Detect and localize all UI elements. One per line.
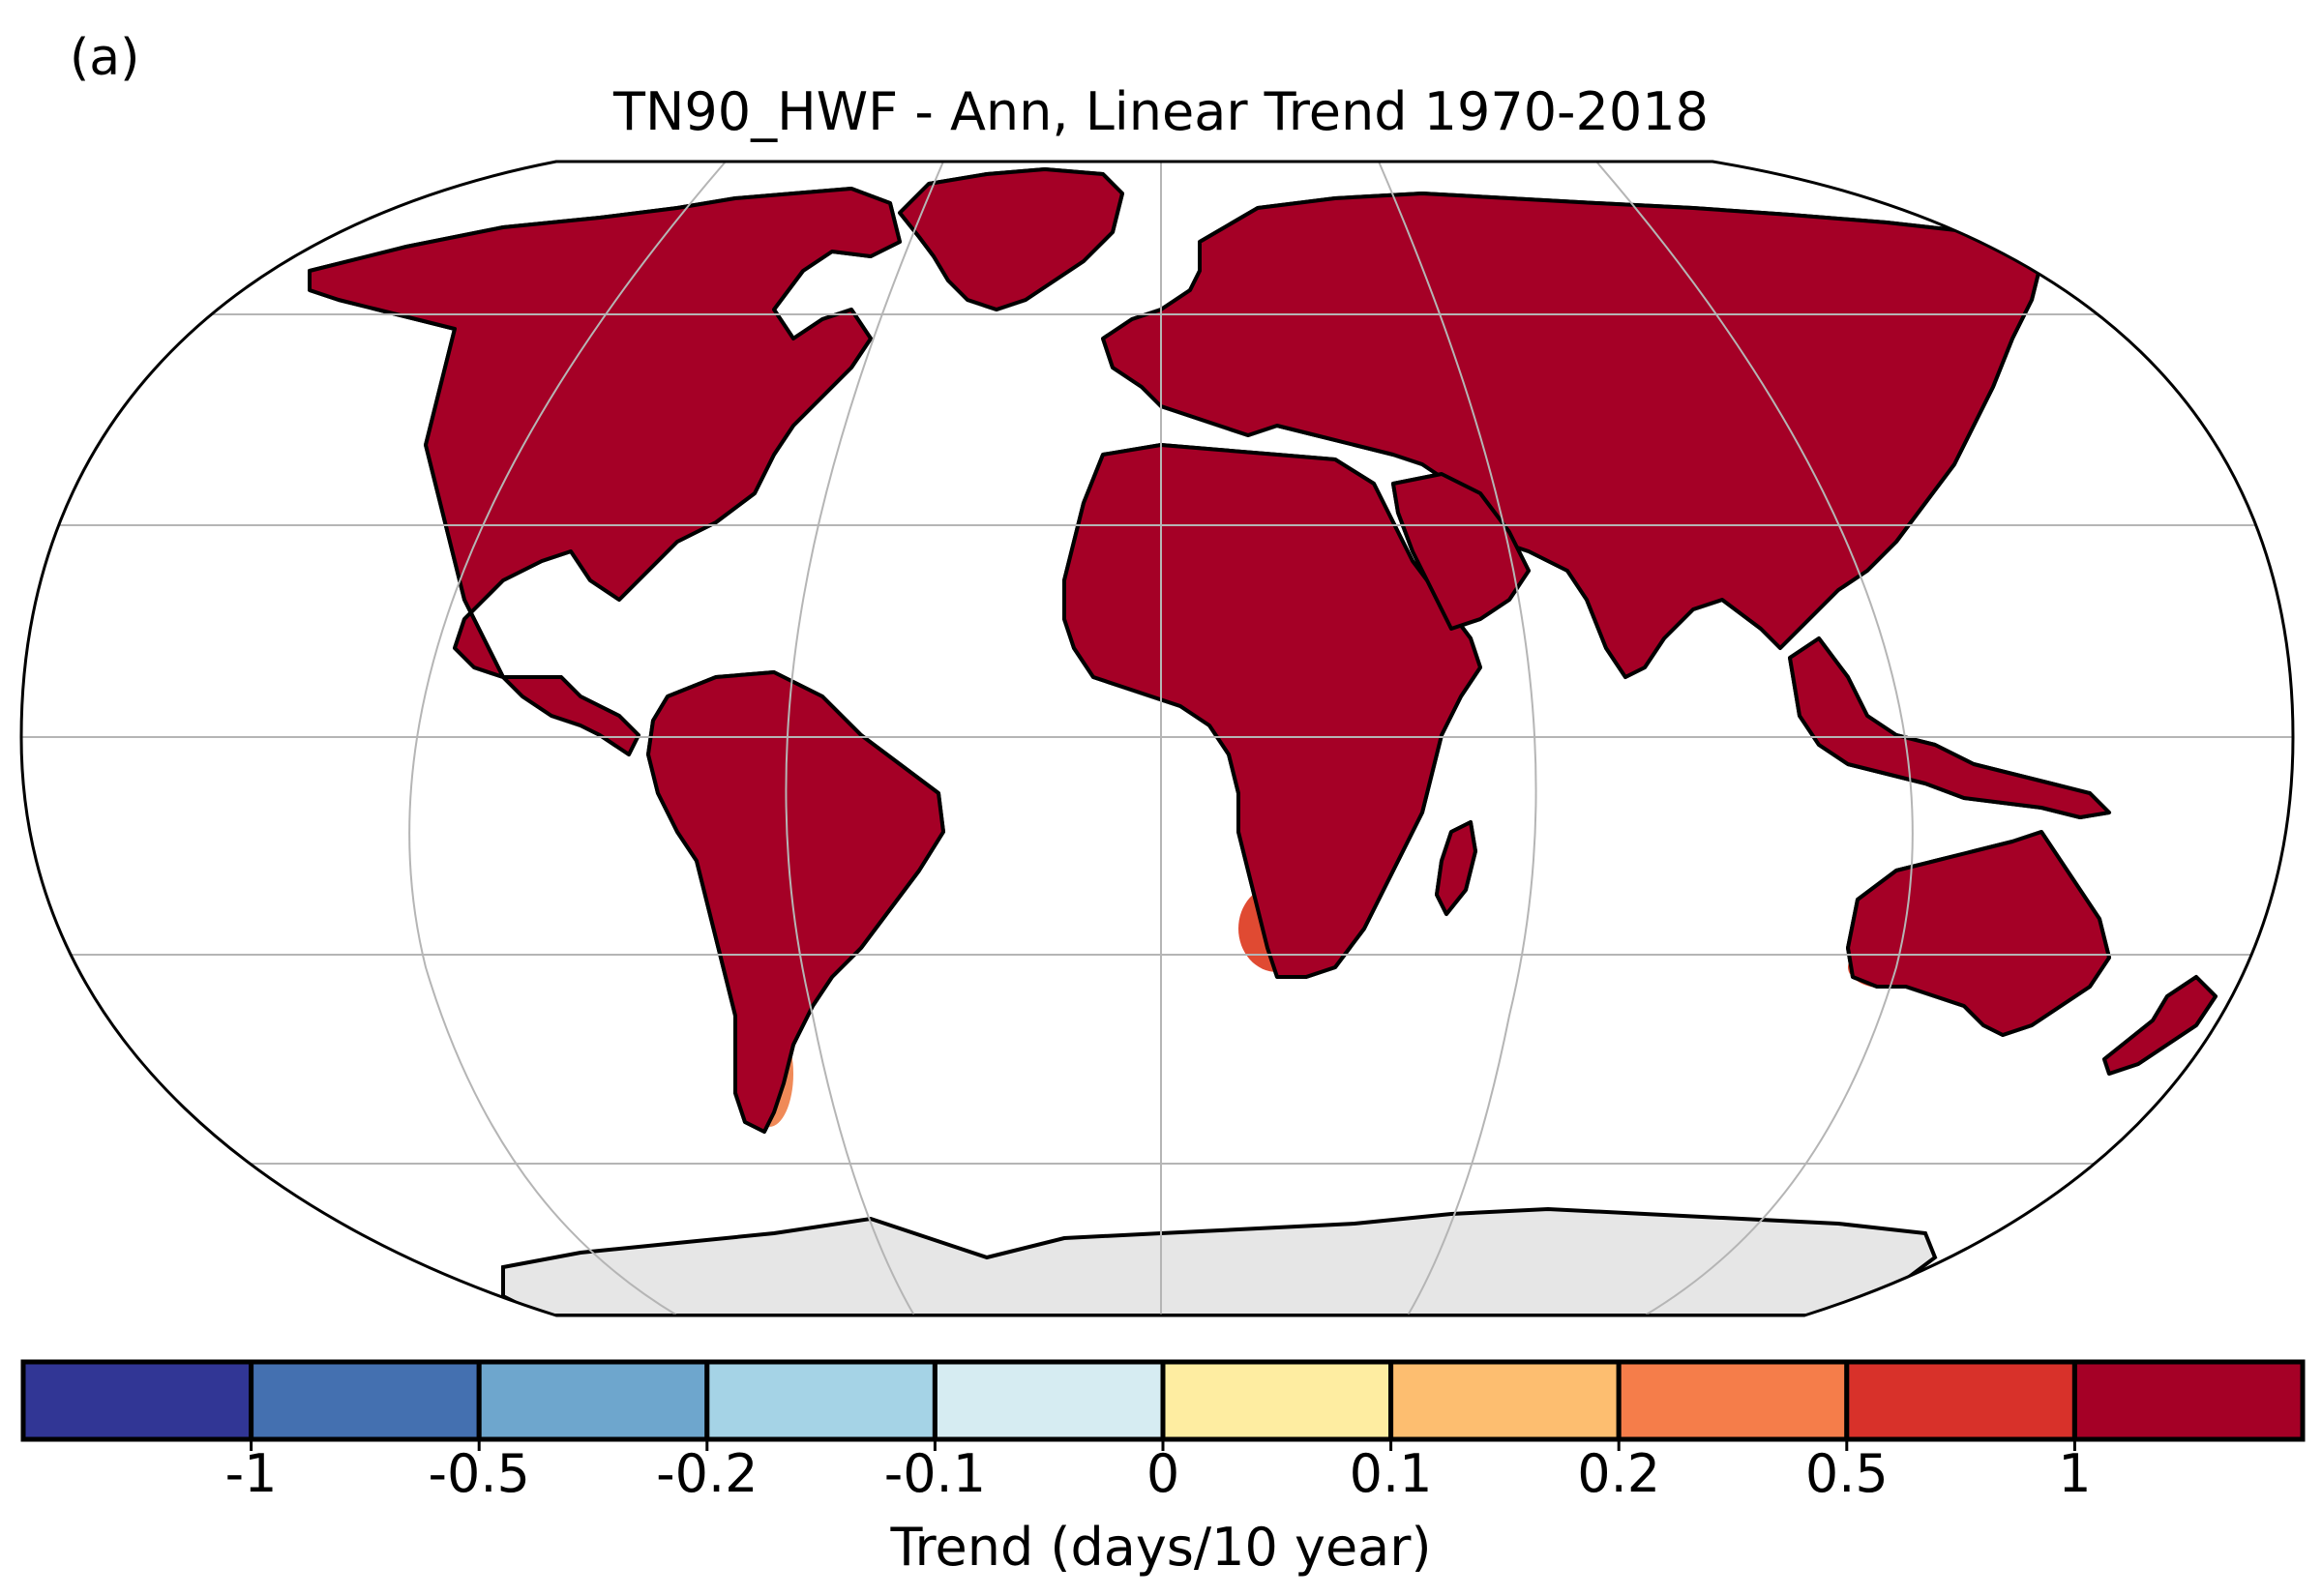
colorbar	[20, 1359, 2306, 1451]
colorbar-bin	[20, 1359, 254, 1442]
colorbar-tick-label: 0	[1146, 1443, 1180, 1504]
colorbar-bin	[932, 1359, 1166, 1442]
meridian-line	[1378, 162, 1537, 1315]
map-title: TN90_HWF - Ann, Linear Trend 1970-2018	[613, 81, 1709, 142]
colorbar-bin	[1844, 1359, 2077, 1442]
colorbar-title: Trend (days/10 year)	[890, 1517, 1432, 1578]
colorbar-bin	[1388, 1359, 1622, 1442]
meridian-line	[408, 162, 727, 1315]
colorbar-bin	[1160, 1359, 1394, 1442]
colorbar-tick-label: -0.2	[656, 1443, 759, 1504]
colorbar-tick-label: 0.1	[1349, 1443, 1433, 1504]
graticule	[21, 162, 2293, 1315]
colorbar-bin	[2071, 1359, 2306, 1442]
colorbar-bin	[704, 1359, 938, 1442]
colorbar-tick-label: 1	[2058, 1443, 2092, 1504]
colorbar-tick-label: -0.1	[883, 1443, 987, 1504]
colorbar-bin	[1616, 1359, 1850, 1442]
globe	[19, 160, 2295, 1317]
colorbar-tick-label: 0.5	[1804, 1443, 1889, 1504]
globe-outline	[19, 160, 2295, 1317]
colorbar-bin	[476, 1359, 710, 1442]
colorbar-tick-label: -1	[224, 1443, 278, 1504]
colorbar-bin	[249, 1359, 482, 1442]
meridian-line	[1595, 162, 1914, 1315]
meridian-line	[785, 162, 944, 1315]
panel-label: (a)	[70, 29, 140, 87]
colorbar-tick-label: -0.5	[428, 1443, 530, 1504]
colorbar-tick-label: 0.2	[1577, 1443, 1661, 1504]
